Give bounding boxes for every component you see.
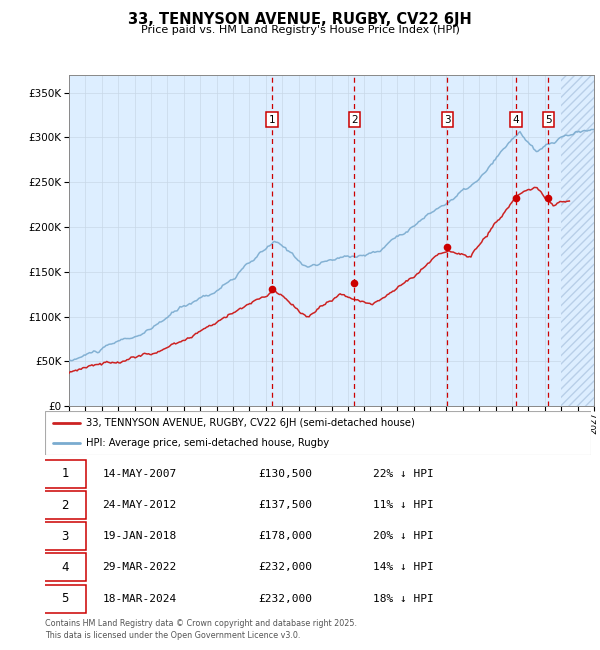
Text: Contains HM Land Registry data © Crown copyright and database right 2025.: Contains HM Land Registry data © Crown c… <box>45 619 357 628</box>
Bar <box>561 75 594 406</box>
Text: 3: 3 <box>444 114 451 125</box>
FancyBboxPatch shape <box>44 460 86 488</box>
Text: 5: 5 <box>545 114 552 125</box>
Text: £232,000: £232,000 <box>258 562 312 573</box>
Text: 2: 2 <box>351 114 358 125</box>
Text: £232,000: £232,000 <box>258 593 312 604</box>
Text: 14-MAY-2007: 14-MAY-2007 <box>103 469 176 479</box>
Text: 22% ↓ HPI: 22% ↓ HPI <box>373 469 433 479</box>
Text: 19-JAN-2018: 19-JAN-2018 <box>103 531 176 541</box>
Text: This data is licensed under the Open Government Licence v3.0.: This data is licensed under the Open Gov… <box>45 630 301 640</box>
Text: 1: 1 <box>269 114 275 125</box>
Text: 29-MAR-2022: 29-MAR-2022 <box>103 562 176 573</box>
Text: HPI: Average price, semi-detached house, Rugby: HPI: Average price, semi-detached house,… <box>86 438 329 448</box>
FancyBboxPatch shape <box>45 411 591 455</box>
Text: 33, TENNYSON AVENUE, RUGBY, CV22 6JH (semi-detached house): 33, TENNYSON AVENUE, RUGBY, CV22 6JH (se… <box>86 418 415 428</box>
Text: £137,500: £137,500 <box>258 500 312 510</box>
FancyBboxPatch shape <box>44 584 86 613</box>
Text: £130,500: £130,500 <box>258 469 312 479</box>
Text: 4: 4 <box>61 561 69 574</box>
Text: 18% ↓ HPI: 18% ↓ HPI <box>373 593 433 604</box>
Text: Price paid vs. HM Land Registry's House Price Index (HPI): Price paid vs. HM Land Registry's House … <box>140 25 460 34</box>
Text: 14% ↓ HPI: 14% ↓ HPI <box>373 562 433 573</box>
Text: £178,000: £178,000 <box>258 531 312 541</box>
Text: 18-MAR-2024: 18-MAR-2024 <box>103 593 176 604</box>
FancyBboxPatch shape <box>44 522 86 551</box>
Text: 24-MAY-2012: 24-MAY-2012 <box>103 500 176 510</box>
Text: 4: 4 <box>512 114 519 125</box>
Text: 1: 1 <box>61 467 69 480</box>
Text: 33, TENNYSON AVENUE, RUGBY, CV22 6JH: 33, TENNYSON AVENUE, RUGBY, CV22 6JH <box>128 12 472 27</box>
Text: 11% ↓ HPI: 11% ↓ HPI <box>373 500 433 510</box>
Text: 3: 3 <box>62 530 69 543</box>
FancyBboxPatch shape <box>44 491 86 519</box>
Text: 20% ↓ HPI: 20% ↓ HPI <box>373 531 433 541</box>
Text: 2: 2 <box>61 499 69 512</box>
Text: 5: 5 <box>62 592 69 605</box>
FancyBboxPatch shape <box>44 553 86 582</box>
